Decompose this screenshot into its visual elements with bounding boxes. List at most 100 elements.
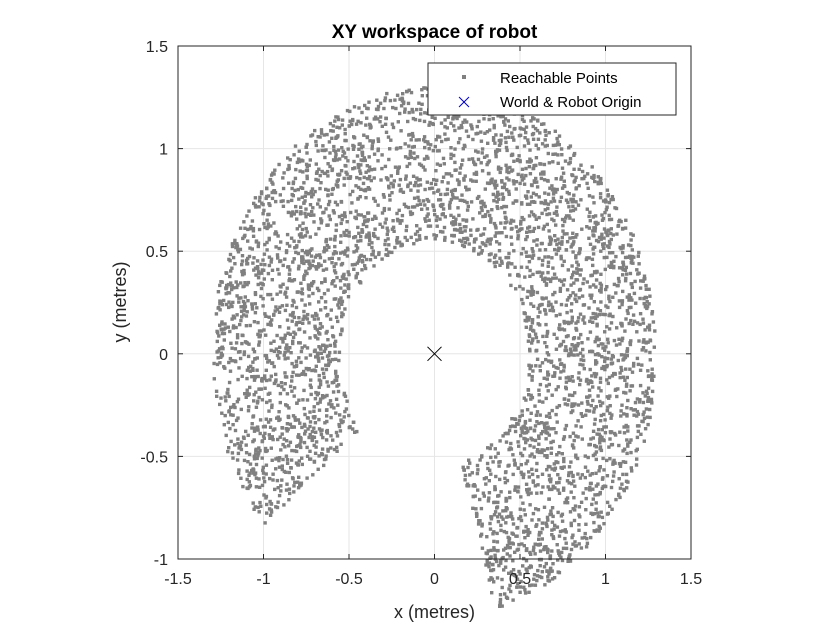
scatter-point: [330, 256, 334, 260]
scatter-point: [380, 211, 385, 215]
scatter-point: [610, 195, 615, 199]
scatter-point: [592, 270, 597, 274]
scatter-point: [576, 353, 580, 357]
scatter-point: [540, 472, 545, 476]
scatter-point: [227, 300, 231, 304]
scatter-point: [485, 162, 489, 167]
scatter-point: [279, 259, 283, 263]
scatter-point: [334, 430, 339, 435]
scatter-point: [310, 195, 314, 199]
scatter-point: [549, 569, 553, 574]
scatter-point: [555, 420, 559, 424]
scatter-point: [614, 387, 618, 392]
scatter-point: [534, 143, 538, 147]
scatter-point: [603, 200, 608, 204]
scatter-point: [415, 224, 419, 228]
scatter-point: [241, 435, 246, 439]
scatter-point: [223, 322, 227, 326]
scatter-point: [306, 283, 311, 287]
scatter-point: [246, 299, 250, 303]
scatter-point: [355, 154, 360, 158]
scatter-point: [565, 232, 569, 236]
scatter-point: [302, 309, 306, 314]
scatter-point: [535, 491, 539, 495]
scatter-point: [284, 488, 289, 492]
scatter-point: [483, 213, 488, 217]
scatter-point: [605, 474, 610, 478]
scatter-point: [288, 244, 292, 248]
scatter-point: [513, 424, 517, 429]
scatter-point: [371, 249, 375, 253]
scatter-point: [601, 476, 605, 480]
scatter-point: [328, 359, 332, 364]
scatter-point: [507, 135, 511, 139]
scatter-point: [410, 131, 415, 136]
scatter-point: [531, 369, 535, 373]
scatter-point: [552, 332, 556, 336]
scatter-point: [416, 189, 420, 193]
scatter-point: [469, 123, 473, 127]
scatter-point: [560, 242, 564, 246]
scatter-point: [364, 257, 369, 262]
scatter-point: [508, 554, 512, 558]
scatter-point: [262, 328, 266, 332]
scatter-point: [390, 227, 395, 231]
scatter-point: [261, 212, 265, 216]
scatter-point: [218, 361, 222, 365]
scatter-point: [551, 160, 555, 164]
scatter-point: [588, 367, 592, 372]
scatter-point: [349, 210, 353, 215]
scatter-point: [511, 424, 515, 428]
scatter-point: [528, 443, 532, 448]
scatter-point: [361, 144, 365, 149]
scatter-point: [373, 115, 378, 119]
scatter-point: [423, 111, 427, 115]
scatter-point: [269, 502, 273, 506]
scatter-point: [555, 336, 559, 340]
scatter-point: [234, 325, 238, 330]
scatter-point: [356, 225, 360, 230]
scatter-point: [453, 220, 457, 224]
scatter-point: [544, 414, 549, 418]
scatter-point: [290, 389, 294, 393]
scatter-point: [263, 431, 267, 436]
scatter-point: [303, 424, 307, 428]
scatter-point: [280, 464, 284, 468]
scatter-point: [545, 377, 549, 381]
scatter-point: [536, 568, 540, 573]
scatter-point: [520, 409, 524, 413]
scatter-point: [508, 446, 512, 450]
scatter-point: [442, 225, 447, 230]
scatter-point: [629, 254, 633, 259]
scatter-point: [290, 476, 295, 480]
scatter-point: [314, 171, 319, 175]
scatter-point: [565, 288, 570, 292]
scatter-point: [253, 426, 257, 430]
scatter-point: [544, 133, 548, 137]
scatter-point: [446, 137, 450, 141]
scatter-point: [250, 375, 254, 379]
scatter-point: [650, 401, 654, 405]
scatter-point: [460, 158, 465, 162]
scatter-point: [625, 354, 629, 358]
scatter-point: [222, 338, 226, 342]
scatter-point: [504, 521, 508, 525]
scatter-point: [485, 559, 489, 563]
scatter-point: [495, 149, 499, 154]
scatter-point: [591, 436, 595, 440]
scatter-point: [546, 270, 550, 275]
scatter-point: [505, 166, 509, 170]
scatter-point: [532, 455, 536, 459]
scatter-point: [222, 331, 227, 336]
scatter-point: [586, 337, 590, 341]
scatter-point: [615, 394, 619, 399]
scatter-point: [416, 183, 420, 188]
scatter-point: [405, 238, 409, 242]
scatter-point: [308, 302, 312, 306]
scatter-point: [299, 481, 304, 485]
scatter-point: [527, 487, 531, 491]
scatter-point: [251, 229, 256, 233]
scatter-point: [599, 287, 603, 291]
scatter-point: [271, 189, 276, 193]
scatter-point: [294, 364, 299, 368]
